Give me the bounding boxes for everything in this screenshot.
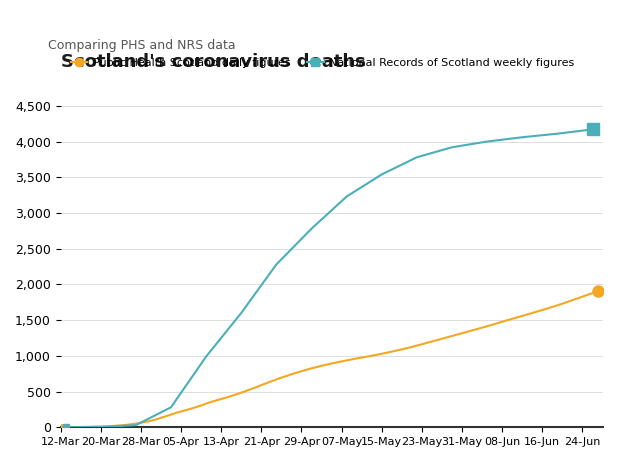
Legend: Public Health Scotland daily figures, National Records of Scotland weekly figure: Public Health Scotland daily figures, Na… xyxy=(66,54,579,73)
Text: Comparing PHS and NRS data: Comparing PHS and NRS data xyxy=(48,38,236,51)
Text: Scotland's coronavirus deaths: Scotland's coronavirus deaths xyxy=(61,53,365,71)
